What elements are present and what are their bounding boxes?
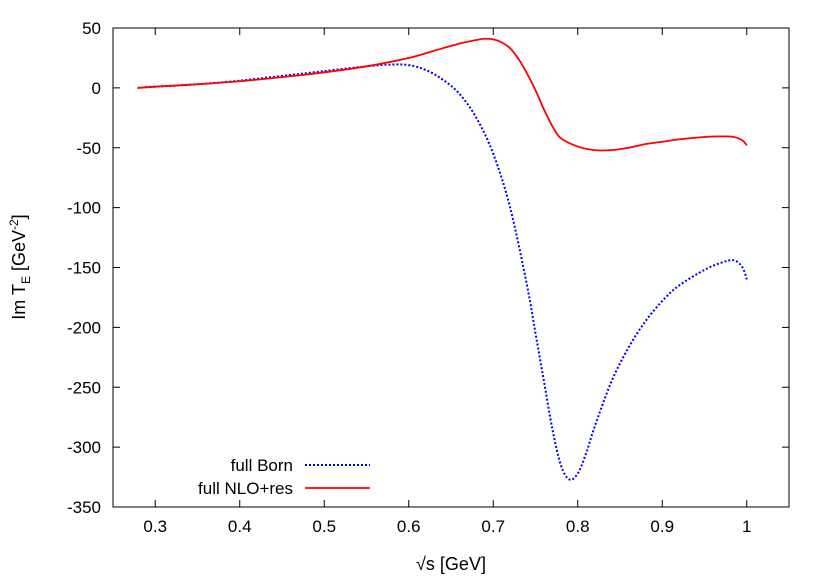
legend-label-born: full Born [231,456,293,475]
legend-item-born: full Born [231,456,370,475]
series-layer [137,37,748,481]
y-tick-labels: 50 0 -50 -100 -150 -200 -250 -300 -350 [67,19,101,517]
y-axis-label: Im TE [GeV-2] [7,214,33,319]
y-tick-label: -100 [67,199,101,218]
y-axis-label-unit-close: ] [9,214,29,219]
y-tick-label: -200 [67,318,101,337]
series-line-nlo-res [137,37,748,152]
y-tick-label: -250 [67,378,101,397]
tick-marks [113,27,789,508]
x-tick-label: 0.7 [481,517,505,536]
y-axis-label-superscript: -2 [7,219,21,230]
y-tick-label: 0 [92,79,101,98]
x-tick-label: 0.6 [397,517,421,536]
x-tick-label: 0.9 [650,517,674,536]
x-tick-labels: 0.3 0.4 0.5 0.6 0.7 0.8 0.9 1 [143,517,751,536]
series-line-born [137,63,748,481]
x-tick-label: 0.3 [143,517,167,536]
plot-frame [112,27,790,508]
x-tick-label: 0.4 [228,517,252,536]
y-axis-label-subscript: E [19,276,33,284]
x-axis-label: √s [GeV] [416,554,486,574]
y-axis-label-unit-open: [GeV [9,230,29,276]
x-tick-label: 1 [742,517,751,536]
x-tick-label: 0.8 [566,517,590,536]
y-tick-label: 50 [82,19,101,38]
y-tick-label: -350 [67,498,101,517]
legend-item-nlo: full NLO+res [198,479,370,498]
y-tick-label: -50 [76,139,101,158]
x-tick-label: 0.5 [312,517,336,536]
y-tick-label: -150 [67,259,101,278]
legend: full Born full NLO+res [198,456,370,498]
legend-label-nlo: full NLO+res [198,479,293,498]
y-axis-label-prefix: Im T [9,284,29,320]
y-tick-label: -300 [67,438,101,457]
